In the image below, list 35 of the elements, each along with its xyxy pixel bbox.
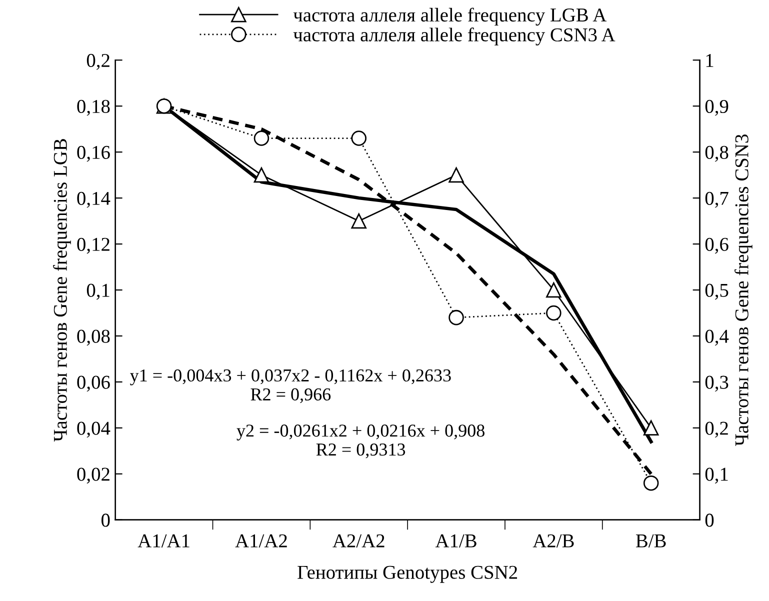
y2-tick-label: 0,3 bbox=[705, 376, 728, 392]
y-tick-label: 0,04 bbox=[77, 422, 110, 438]
x-tick-label: B/B bbox=[636, 534, 666, 548]
x-tick-label: A2/A2 bbox=[332, 534, 384, 548]
y-tick-label: 0,08 bbox=[77, 330, 110, 346]
legend-label: частота аллеля allele frequency CSN3 A bbox=[293, 28, 616, 46]
x-tick-label: A1/A1 bbox=[138, 534, 190, 548]
y2-tick-label: 0,9 bbox=[705, 100, 728, 116]
y-tick-label: 0 bbox=[102, 514, 110, 527]
y2-axis-title: Частоты генов Gene frequencies CSN3 bbox=[734, 134, 752, 446]
y2-tick-label: 0,2 bbox=[705, 422, 728, 438]
y-tick-label: 0,18 bbox=[77, 100, 110, 116]
legend-label: частота аллеля allele frequency LGB A bbox=[293, 8, 607, 26]
annotation: y1 = -0,004x3 + 0,037x2 - 0,1162x + 0,2633 R2 = 0,966 bbox=[130, 369, 451, 404]
y2-tick-label: 0,7 bbox=[705, 192, 728, 208]
y-tick-label: 0,16 bbox=[77, 146, 110, 162]
y-tick-label: 0,2 bbox=[86, 54, 110, 70]
y-tick-label: 0,14 bbox=[77, 192, 110, 208]
x-axis-title: Генотипы Genotypes CSN2 bbox=[298, 566, 518, 583]
y-tick-label: 0,1 bbox=[86, 284, 110, 300]
y2-tick-label: 0,1 bbox=[705, 468, 728, 484]
y2-tick-label: 1 bbox=[706, 54, 714, 67]
y2-tick-label: 0,5 bbox=[705, 284, 728, 300]
y2-tick-label: 0,6 bbox=[705, 238, 728, 254]
x-tick-label: A1/B bbox=[435, 534, 476, 548]
annotation: y2 = -0,0261x2 + 0,0216x + 0,908 R2 = 0,9313 bbox=[236, 424, 484, 458]
y-axis-title: Частоты генов Gene frequencies LGB bbox=[53, 139, 71, 442]
y2-tick-label: 0 bbox=[705, 514, 714, 527]
y2-tick-label: 0,8 bbox=[705, 146, 728, 162]
y-tick-label: 0,12 bbox=[77, 238, 110, 254]
x-tick-label: A2/B bbox=[532, 534, 574, 548]
y-tick-label: 0,06 bbox=[77, 376, 110, 392]
x-tick-label: A1/A2 bbox=[235, 534, 287, 548]
y-tick-label: 0,02 bbox=[77, 468, 110, 484]
y2-tick-label: 0,4 bbox=[705, 330, 729, 346]
